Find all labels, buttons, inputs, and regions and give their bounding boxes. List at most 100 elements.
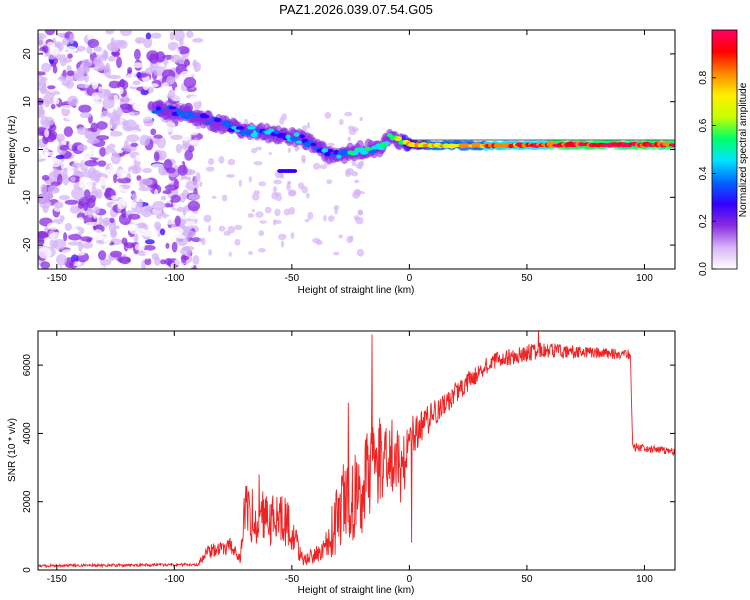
noise-blob xyxy=(132,100,146,111)
ridge-core xyxy=(235,126,245,130)
noise-blob xyxy=(258,230,265,237)
noise-blob xyxy=(221,194,228,202)
noise-blob xyxy=(61,104,72,110)
noise-blob xyxy=(255,211,264,218)
noise-blob xyxy=(356,248,365,257)
noise-blob xyxy=(264,206,272,214)
noise-blob xyxy=(109,163,120,170)
noise-blob xyxy=(44,129,50,138)
noise-blob xyxy=(132,80,141,86)
noise-blob xyxy=(77,83,90,89)
noise-blob xyxy=(167,89,176,100)
noise-blob xyxy=(191,237,202,243)
noise-blob xyxy=(272,186,278,193)
noise-blob xyxy=(78,240,83,253)
noise-blob xyxy=(165,75,176,86)
colorbar-gradient xyxy=(712,30,737,269)
noise-blob xyxy=(107,74,122,80)
noise-blob xyxy=(102,97,116,109)
snr-panel: -150 -100 -50 0 50 100 0 2000 4000 6000 Height o… xyxy=(7,330,676,596)
colorbar-tick-label: 0.8 xyxy=(698,70,709,84)
noise-blob xyxy=(44,30,56,36)
noise-blob xyxy=(164,121,176,133)
bottom-y-tick-label: 6000 xyxy=(22,354,33,377)
ridge-core xyxy=(155,106,161,111)
noise-blob xyxy=(248,251,253,256)
noise-blob xyxy=(88,145,96,156)
noise-blob xyxy=(175,143,183,154)
noise-blob xyxy=(133,48,141,61)
noise-blob xyxy=(63,126,74,138)
noise-blob xyxy=(176,46,190,55)
noise-blob xyxy=(344,169,352,177)
noise-blob xyxy=(151,252,159,261)
noise-blob xyxy=(164,184,178,191)
noise-blob xyxy=(62,57,73,63)
noise-blob xyxy=(110,152,121,165)
noise-blob xyxy=(126,134,140,143)
ridge-core xyxy=(360,150,369,155)
noise-blob xyxy=(119,49,133,55)
noise-blob xyxy=(349,235,354,242)
noise-blob xyxy=(50,46,60,56)
noise-blob xyxy=(84,159,99,167)
noise-blob xyxy=(125,223,139,231)
top-x-tick-label: -100 xyxy=(164,273,184,284)
noise-blob xyxy=(59,186,67,194)
noise-blob xyxy=(165,242,170,249)
noise-blob xyxy=(77,201,85,209)
noise-blob xyxy=(238,179,242,187)
noise-blob xyxy=(170,134,183,140)
colorbar-ticks: 0.0 0.2 0.4 0.6 0.8 xyxy=(698,70,716,276)
noise-blob xyxy=(180,254,187,264)
noise-blob xyxy=(277,233,287,241)
noise-blob xyxy=(85,221,100,226)
noise-blob xyxy=(164,203,172,208)
colorbar-frame xyxy=(711,29,738,270)
noise-blob xyxy=(94,260,100,269)
noise-blob xyxy=(145,67,154,75)
noise-blob xyxy=(61,38,70,46)
noise-blob xyxy=(142,168,152,174)
noise-blob xyxy=(123,119,137,131)
noise-blob xyxy=(124,242,135,249)
noise-blob xyxy=(46,222,60,230)
ridge-core xyxy=(285,134,291,140)
noise-blob xyxy=(218,155,225,164)
bottom-x-axis-label: Height of straight line (km) xyxy=(298,585,415,596)
noise-blob xyxy=(109,228,118,239)
noise-blob xyxy=(103,237,112,245)
noise-blob xyxy=(187,200,201,212)
bottom-x-tick-label: -150 xyxy=(47,574,67,585)
noise-blob xyxy=(140,205,153,218)
noise-blob xyxy=(84,66,91,72)
noise-blob xyxy=(153,151,160,162)
noise-blob xyxy=(38,153,45,160)
noise-blob xyxy=(93,57,102,67)
noise-blob xyxy=(150,128,157,136)
noise-blob xyxy=(71,187,85,200)
noise-blob xyxy=(103,65,112,78)
noise-blob xyxy=(45,79,53,87)
noise-blob xyxy=(47,85,56,90)
bottom-x-axis: -150 -100 -50 0 50 100 xyxy=(47,331,653,585)
bottom-y-axis: 0 2000 4000 6000 xyxy=(22,354,675,573)
ridge-core xyxy=(341,148,348,153)
noise-blob xyxy=(119,103,132,110)
top-y-tick-label: 20 xyxy=(22,48,33,60)
noise-blob xyxy=(57,173,63,185)
noise-blob xyxy=(355,216,364,225)
noise-blob xyxy=(64,199,79,205)
noise-blob xyxy=(203,214,212,223)
noise-blob xyxy=(81,242,94,249)
noise-blob xyxy=(118,191,133,199)
noise-blob xyxy=(253,161,263,166)
noise-blob xyxy=(359,116,363,122)
noise-blob xyxy=(105,30,115,35)
ridge-patch xyxy=(291,169,298,174)
noise-blob xyxy=(127,72,135,81)
noise-blob xyxy=(188,145,195,153)
noise-blob xyxy=(41,174,50,181)
noise-blob xyxy=(178,37,184,47)
noise-blob xyxy=(288,189,297,197)
